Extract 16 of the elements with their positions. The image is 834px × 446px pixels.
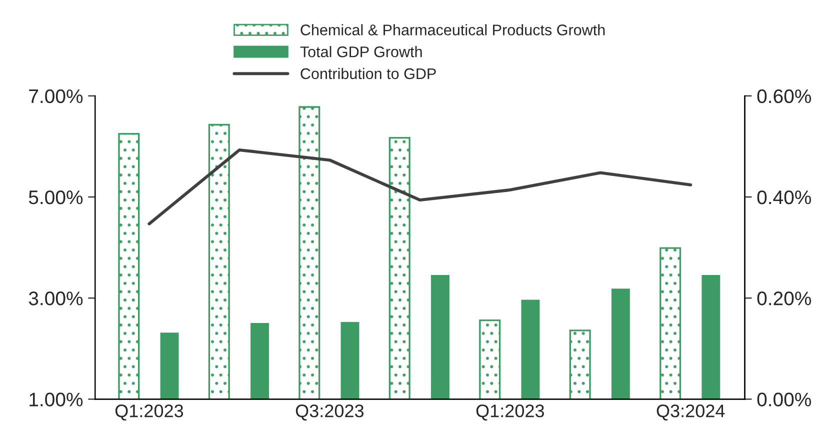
legend-label: Total GDP Growth xyxy=(300,46,422,58)
y2-tick-label: 0.40% xyxy=(757,190,812,204)
line-series xyxy=(148,148,692,226)
x-tick-label: Q3:2023 xyxy=(296,404,364,421)
y-tick-label: 5.00% xyxy=(28,190,83,204)
x-tick-label: Q3:2024 xyxy=(656,404,725,421)
y2-tick-label: 0.20% xyxy=(757,292,812,306)
y2-tick-label: 0.60% xyxy=(757,89,812,104)
y-tick-label: 7.00% xyxy=(29,89,83,104)
legend-label: Contribution to GDP xyxy=(300,68,436,80)
legend-label: Chemical & Pharmaceutical Products Growth xyxy=(300,24,605,36)
y-tick-label: 1.00% xyxy=(30,392,83,406)
x-tick-label: Q1:2023 xyxy=(476,404,544,421)
x-tick-label: Q1:2023 xyxy=(115,404,184,421)
y-tick-label: 3.00% xyxy=(28,292,83,306)
y2-tick-label: 0.00% xyxy=(757,392,812,406)
